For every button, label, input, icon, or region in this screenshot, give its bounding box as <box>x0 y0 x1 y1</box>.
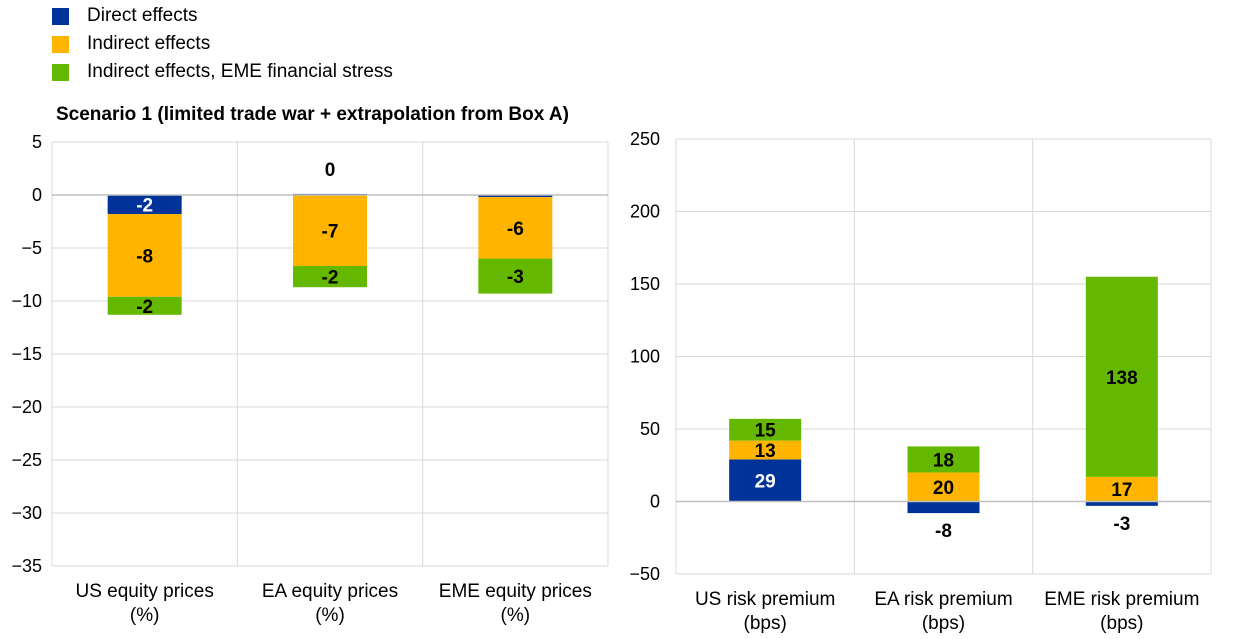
data-label: -2 <box>136 196 153 217</box>
category-unit-label: (%) <box>501 605 531 626</box>
category-unit-label: (bps) <box>1100 613 1143 634</box>
bar-direct <box>478 195 553 198</box>
legend-swatch-direct <box>52 7 69 25</box>
legend-item-eme-stress: Indirect effects, EME financial stress <box>52 58 393 86</box>
y-tick-label: −35 <box>11 556 42 576</box>
bar-indirect <box>293 195 367 267</box>
data-label: -6 <box>507 219 524 240</box>
legend-label-indirect: Indirect effects <box>87 33 211 54</box>
category-label: US risk premium <box>695 589 835 610</box>
legend-label-eme-stress: Indirect effects, EME financial stress <box>87 61 393 82</box>
y-tick-label: −25 <box>11 450 42 470</box>
data-label: -8 <box>935 521 952 542</box>
category-label: EA equity prices <box>262 581 398 602</box>
data-label: 138 <box>1106 368 1138 389</box>
y-tick-label: 100 <box>630 347 660 367</box>
bar-indirect <box>907 472 980 502</box>
y-tick-label: 150 <box>630 274 660 294</box>
bar-direct <box>1085 501 1158 506</box>
legend-swatch-eme-stress <box>52 63 69 81</box>
bar-eme-stress <box>1085 276 1158 477</box>
category-unit-label: (%) <box>130 605 160 626</box>
bar-direct <box>729 459 802 502</box>
data-label: 17 <box>1111 480 1132 501</box>
bar-indirect <box>729 440 802 460</box>
data-label: -8 <box>136 246 153 267</box>
data-label: -7 <box>322 222 339 243</box>
y-tick-label: 0 <box>32 185 42 205</box>
legend: Direct effects Indirect effects Indirect… <box>52 2 393 86</box>
data-label: -3 <box>1113 514 1130 535</box>
legend-label-direct: Direct effects <box>87 5 198 26</box>
bar-eme-stress <box>907 446 980 473</box>
data-label: 20 <box>933 478 954 499</box>
legend-item-direct: Direct effects <box>52 2 393 30</box>
y-tick-label: 5 <box>32 132 42 152</box>
bar-eme-stress <box>107 296 182 315</box>
y-tick-label: 50 <box>640 419 660 439</box>
data-label: 29 <box>755 471 776 492</box>
category-label: EA risk premium <box>874 589 1012 610</box>
bar-indirect <box>478 197 553 259</box>
legend-swatch-indirect <box>52 35 69 53</box>
y-tick-label: −5 <box>21 238 42 258</box>
bar-indirect <box>107 214 182 297</box>
y-tick-label: −10 <box>11 291 42 311</box>
data-label: -2 <box>136 297 153 318</box>
category-unit-label: (%) <box>315 605 345 626</box>
category-unit-label: (bps) <box>744 613 787 634</box>
bar-direct <box>907 501 980 514</box>
category-label: EME risk premium <box>1044 589 1199 610</box>
y-tick-label: 200 <box>630 202 660 222</box>
y-tick-label: 0 <box>650 492 660 512</box>
bar-direct <box>107 195 182 215</box>
y-tick-label: 250 <box>630 129 660 149</box>
data-label: -2 <box>322 268 339 289</box>
bar-eme-stress <box>478 258 553 294</box>
category-unit-label: (bps) <box>922 613 965 634</box>
data-label: 0 <box>325 160 336 181</box>
y-tick-label: −20 <box>11 397 42 417</box>
y-tick-label: −50 <box>629 564 660 584</box>
chart-title: Scenario 1 (limited trade war + extrapol… <box>56 104 569 125</box>
y-tick-label: −15 <box>11 344 42 364</box>
bar-eme-stress <box>293 266 367 288</box>
data-label: 13 <box>755 441 776 462</box>
data-label: -3 <box>507 267 524 288</box>
category-label: EME equity prices <box>439 581 592 602</box>
data-label: 15 <box>755 421 777 442</box>
y-tick-label: −30 <box>11 503 42 523</box>
bar-eme-stress <box>729 418 802 441</box>
category-label: US equity prices <box>75 581 213 602</box>
legend-item-indirect: Indirect effects <box>52 30 393 58</box>
bar-indirect <box>1085 476 1158 502</box>
data-label: 18 <box>933 450 954 471</box>
